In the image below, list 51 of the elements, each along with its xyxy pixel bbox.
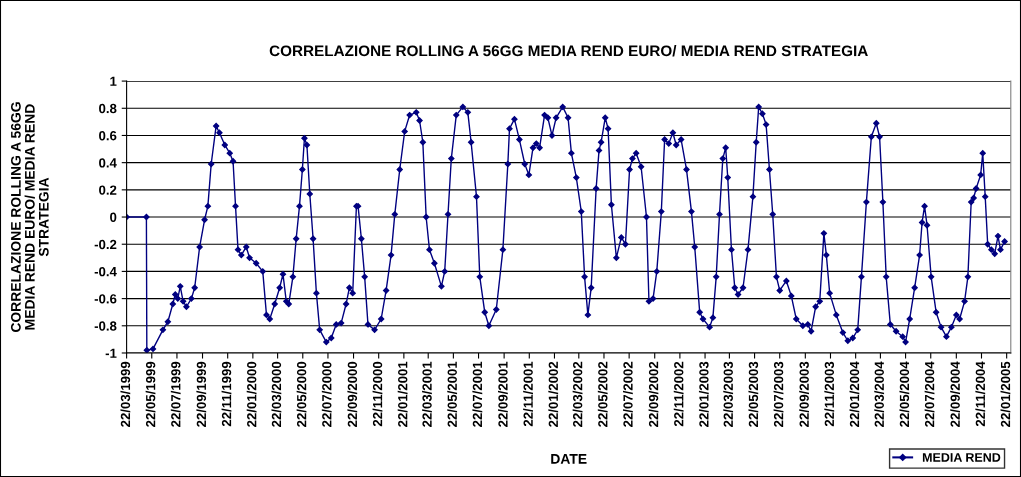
x-tick-label: 22/07/2003 — [773, 361, 784, 427]
x-tick-label: 22/03/2002 — [572, 361, 583, 427]
x-tick-label: 22/07/2000 — [321, 361, 332, 427]
x-tick-label: 22/07/2001 — [472, 361, 483, 427]
x-tick-label: 22/05/1999 — [145, 361, 156, 427]
x-tick-label: 22/09/2000 — [347, 361, 358, 427]
x-tick-label: 22/05/2002 — [597, 361, 608, 427]
x-tick-label: 22/05/2001 — [447, 361, 458, 427]
x-tick-label: 22/03/2001 — [422, 361, 432, 427]
y-tick-label: 0.2 — [99, 185, 117, 195]
y-tick-label: 0.4 — [99, 158, 117, 168]
x-tick-label: 22/07/2004 — [924, 361, 935, 427]
x-tick-label: 22/01/2004 — [849, 361, 860, 427]
x-tick-label: 22/11/2000 — [372, 361, 383, 427]
y-tick-label: 1 — [110, 76, 117, 86]
legend-label: MEDIA REND — [922, 453, 1001, 462]
x-tick-label: 22/05/2003 — [748, 361, 759, 427]
x-tick-label: 22/03/2000 — [271, 361, 282, 427]
x-tick-label: 22/03/2004 — [874, 361, 885, 427]
x-tick-label: 22/07/2002 — [622, 361, 633, 427]
x-tick-label: 22/11/1999 — [221, 361, 232, 427]
x-tick-label: 22/01/2005 — [1000, 361, 1011, 427]
x-tick-label: 22/01/2001 — [397, 361, 408, 427]
x-axis-title: DATE — [551, 454, 587, 464]
x-tick-label: 22/03/1999 — [120, 361, 131, 427]
x-tick-label: 22/03/2003 — [723, 361, 734, 427]
x-tick-label: 22/07/1999 — [170, 361, 181, 427]
x-tick-label: 22/01/2003 — [698, 361, 709, 427]
x-tick-label: 22/11/2002 — [673, 361, 684, 427]
x-tick-label: 22/09/2002 — [648, 361, 659, 427]
y-tick-label: -0.6 — [94, 294, 117, 304]
x-tick-label: 22/09/2004 — [950, 361, 960, 427]
y-tick-label: -0.2 — [94, 239, 117, 250]
x-tick-label: 22/09/2001 — [497, 361, 508, 427]
x-tick-label: 22/11/2004 — [975, 361, 986, 427]
y-tick-label: 0 — [110, 212, 117, 222]
x-tick-label: 22/11/2003 — [824, 361, 835, 427]
y-tick-label: 0.6 — [99, 131, 117, 141]
chart-title: CORRELAZIONE ROLLING A 56GG MEDIA REND EURO/ MEDIA REND STRATEGIA — [269, 45, 868, 57]
x-tick-label: 22/05/2000 — [296, 361, 307, 427]
x-tick-label: 22/05/2004 — [899, 361, 910, 427]
y-tick-label: -1 — [105, 348, 117, 358]
y-axis-title: CORRELAZIONE ROLLING A 56GG MEDIA REND EURO/ MEDIA REND STRATEGIA — [10, 102, 49, 333]
y-tick-label: -0.4 — [94, 266, 117, 277]
x-tick-label: 22/01/2002 — [548, 361, 559, 427]
x-tick-label: 22/09/2003 — [799, 361, 809, 427]
y-tick-label: -0.8 — [94, 321, 117, 331]
x-tick-label: 22/09/1999 — [196, 361, 207, 427]
y-tick-label: 0.8 — [99, 103, 117, 114]
x-tick-label: 22/11/2001 — [523, 361, 533, 427]
x-tick-label: 22/01/2000 — [246, 361, 257, 427]
